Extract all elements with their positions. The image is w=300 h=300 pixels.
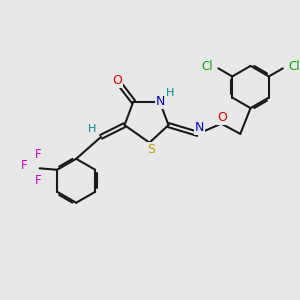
- Text: O: O: [217, 111, 227, 124]
- Text: O: O: [112, 74, 122, 87]
- Text: F: F: [35, 174, 41, 187]
- Text: S: S: [147, 142, 155, 156]
- Text: N: N: [195, 121, 204, 134]
- Text: H: H: [166, 88, 174, 98]
- Text: Cl: Cl: [288, 60, 300, 74]
- Text: Cl: Cl: [201, 60, 213, 74]
- Text: H: H: [88, 124, 97, 134]
- Text: F: F: [35, 148, 41, 161]
- Text: F: F: [21, 160, 28, 172]
- Text: N: N: [156, 94, 165, 108]
